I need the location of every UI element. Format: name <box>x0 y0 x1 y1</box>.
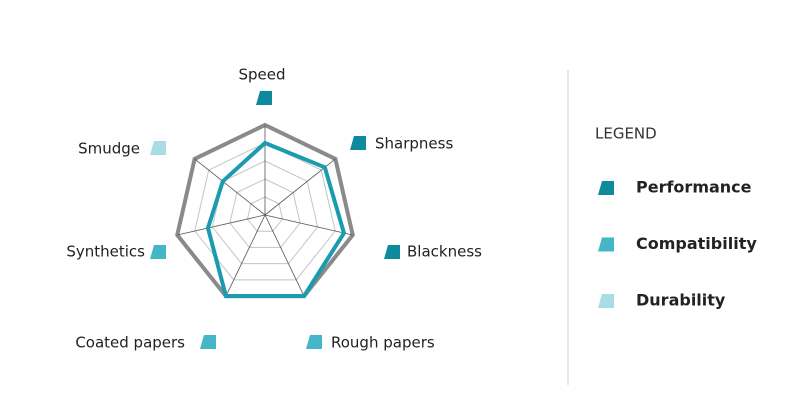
category-icon <box>150 141 166 155</box>
category-label: Sharpness <box>375 135 453 153</box>
data-polygon <box>205 140 347 299</box>
legend-label: Durability <box>636 291 726 310</box>
category-label: Smudge <box>78 140 140 158</box>
category-label: Rough papers <box>331 334 435 352</box>
legend-label: Compatibility <box>636 234 757 253</box>
legend-icon <box>598 237 614 252</box>
grid-ring <box>246 196 284 232</box>
category-icon <box>384 245 400 259</box>
category-label: Coated papers <box>75 334 185 352</box>
category-icon <box>150 245 166 259</box>
legend-icon <box>598 294 614 308</box>
category-icon <box>200 335 216 349</box>
spoke <box>177 214 266 236</box>
category-label: Speed <box>238 66 285 84</box>
spoke <box>264 214 305 297</box>
spoke <box>264 214 353 236</box>
category-label: Synthetics <box>66 243 145 261</box>
spoke <box>194 158 266 216</box>
spoke <box>225 214 266 297</box>
category-icon <box>350 136 366 150</box>
legend-title: LEGEND <box>595 125 657 143</box>
grid-ring <box>194 142 336 281</box>
category-label: Blackness <box>407 243 482 261</box>
grid-ring <box>229 178 301 248</box>
legend-icon <box>598 181 614 195</box>
category-icon <box>306 335 322 349</box>
category-icon <box>256 91 272 105</box>
legend-label: Performance <box>636 178 752 197</box>
